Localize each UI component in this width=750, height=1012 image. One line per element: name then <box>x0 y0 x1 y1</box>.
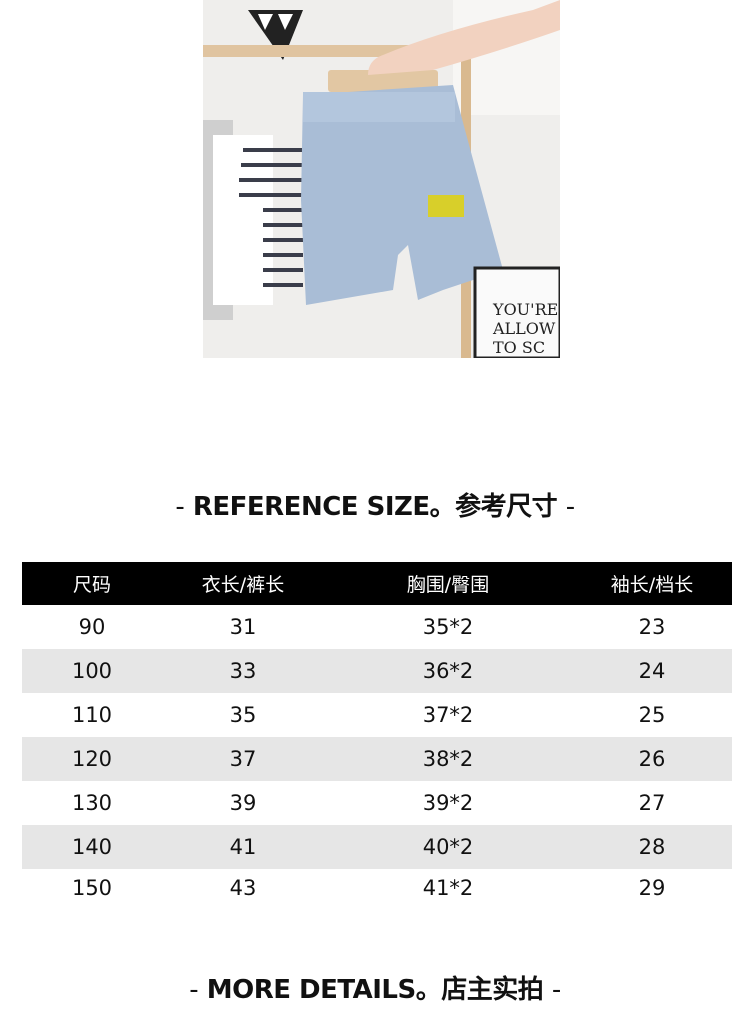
table-cell: 39*2 <box>422 791 474 815</box>
table-cell: 120 <box>71 747 113 771</box>
table-cell: 39 <box>229 791 257 815</box>
table-header-row: 尺码 衣长/裤长 胸围/臀围 袖长/档长 <box>22 562 732 605</box>
title-zh: 店主实拍 <box>441 975 544 1005</box>
table-cell: 31 <box>229 615 257 639</box>
table-cell: 33 <box>229 659 257 683</box>
table-cell: 40*2 <box>422 835 474 859</box>
table-cell: 100 <box>71 659 113 683</box>
title-dash: - <box>551 975 561 1005</box>
table-cell: 130 <box>71 791 113 815</box>
header-cell: 衣长/裤长 <box>201 574 285 596</box>
table-cell: 150 <box>71 876 113 900</box>
header-cell: 尺码 <box>72 574 111 596</box>
table-cell: 35*2 <box>422 615 474 639</box>
poster-text-1: YOU'RE <box>492 300 558 319</box>
table-cell: 28 <box>638 835 666 859</box>
title-dot: 。 <box>429 492 456 522</box>
product-photo: YOU'RE ALLOW TO SC <box>203 0 560 358</box>
table-cell: 37*2 <box>422 703 474 727</box>
denim-shorts-image: YOU'RE ALLOW TO SC <box>203 0 560 358</box>
table-cell: 41 <box>229 835 257 859</box>
title-en: MORE DETAILS <box>206 975 416 1005</box>
table-cell: 90 <box>78 615 106 639</box>
table-cell: 25 <box>638 703 666 727</box>
table-row: 130 39 39*2 27 <box>22 781 732 825</box>
table-row: 120 37 38*2 26 <box>22 737 732 781</box>
title-en: REFERENCE SIZE <box>192 492 430 522</box>
table-cell: 140 <box>71 835 113 859</box>
table-cell: 24 <box>638 659 666 683</box>
table-cell: 29 <box>638 876 666 900</box>
table-cell: 38*2 <box>422 747 474 771</box>
table-cell: 37 <box>229 747 257 771</box>
header-cell: 胸围/臀围 <box>406 574 490 596</box>
title-dash: - <box>565 492 575 522</box>
table-cell: 110 <box>71 703 113 727</box>
poster-text-3: TO SC <box>493 338 545 357</box>
header-cell: 袖长/档长 <box>610 574 694 596</box>
table-cell: 26 <box>638 747 666 771</box>
table-cell: 36*2 <box>422 659 474 683</box>
table-row: 90 31 35*2 23 <box>22 605 732 649</box>
title-dash: - <box>175 492 185 522</box>
table-row: 150 43 41*2 29 <box>22 869 732 907</box>
size-table: 尺码 衣长/裤长 胸围/臀围 袖长/档长 90 31 35*2 23 100 33 36*2… <box>22 562 732 907</box>
poster-text-2: ALLOW <box>492 319 556 338</box>
reference-size-title: - REFERENCE SIZE。参考尺寸 - <box>0 486 750 523</box>
title-dash: - <box>189 975 199 1005</box>
table-row: 110 35 37*2 25 <box>22 693 732 737</box>
table-row: 140 41 40*2 28 <box>22 825 732 869</box>
title-zh: 参考尺寸 <box>455 492 558 522</box>
table-cell: 23 <box>638 615 666 639</box>
table-cell: 27 <box>638 791 666 815</box>
table-cell: 35 <box>229 703 257 727</box>
table-cell: 41*2 <box>422 876 474 900</box>
title-dot: 。 <box>415 975 442 1005</box>
table-cell: 43 <box>229 876 257 900</box>
more-details-title: - MORE DETAILS。店主实拍 - <box>0 969 750 1006</box>
table-row: 100 33 36*2 24 <box>22 649 732 693</box>
